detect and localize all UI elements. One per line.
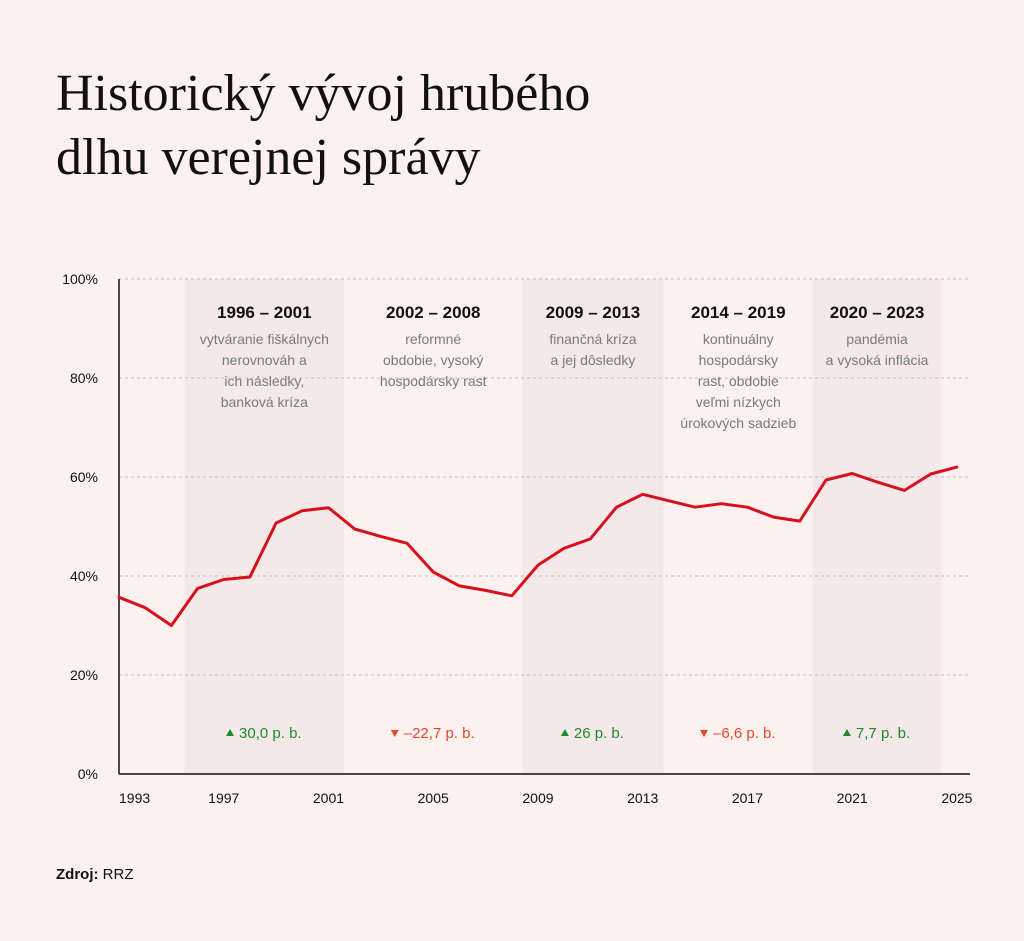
source-note: Zdroj: RRZ — [56, 866, 134, 883]
period-change-value: –6,6 p. b. — [713, 725, 776, 742]
period-description-line: obdobie, vysoký — [383, 352, 483, 368]
period-description-line: reformné — [405, 331, 461, 347]
period-description-line: ich následky, — [224, 373, 304, 389]
period-description-line: veľmi nízkych — [696, 394, 781, 410]
period-description-line: a jej dôsledky — [551, 352, 636, 368]
period-change-value: 26 p. b. — [574, 725, 624, 742]
y-tick-label: 80% — [70, 370, 98, 386]
source-label: Zdroj: — [56, 866, 99, 883]
period-description-line: hospodársky — [699, 352, 778, 368]
title-line-1: Historický vývoj hrubého — [56, 65, 591, 122]
arrow-up-icon — [226, 729, 235, 736]
source-value: RRZ — [102, 866, 134, 883]
period-title: 2002 – 2008 — [386, 303, 481, 322]
x-tick-label: 1997 — [208, 790, 239, 806]
period-description-line: rast, obdobie — [698, 373, 779, 389]
period-band-0 — [184, 279, 345, 774]
period-description-line: banková kríza — [221, 394, 308, 410]
x-tick-label: 2009 — [522, 790, 553, 806]
period-title: 2020 – 2023 — [830, 303, 925, 322]
debt-series-line — [117, 465, 959, 627]
arrow-up-icon — [842, 729, 851, 736]
period-band-2 — [522, 279, 664, 774]
y-tick-label: 0% — [78, 766, 98, 782]
period-description-line: hospodársky rast — [380, 373, 487, 389]
x-tick-label: 2021 — [837, 790, 868, 806]
y-tick-label: 100% — [62, 271, 98, 287]
x-tick-label: 1993 — [119, 790, 150, 806]
period-description-line: nerovnováh a — [222, 352, 307, 368]
arrow-up-icon — [560, 729, 569, 736]
period-description-line: kontinuálny — [703, 331, 774, 347]
title-line-2: dlhu verejnej správy — [56, 129, 481, 186]
y-tick-label: 60% — [70, 469, 98, 485]
y-tick-label: 40% — [70, 568, 98, 584]
x-tick-label: 2005 — [418, 790, 449, 806]
chart-title: Historický vývoj hrubého dlhu verejnej s… — [56, 62, 590, 190]
period-description-line: úrokových sadzieb — [680, 415, 796, 431]
period-title: 1996 – 2001 — [217, 303, 312, 322]
period-description-line: vytváranie fiškálnych — [200, 331, 329, 347]
period-change-value: –22,7 p. b. — [404, 725, 475, 742]
period-title: 2014 – 2019 — [691, 303, 786, 322]
period-description-line: pandémia — [846, 331, 908, 347]
arrow-down-icon — [390, 730, 399, 737]
period-band-4 — [812, 279, 942, 774]
period-change-value: 7,7 p. b. — [856, 725, 910, 742]
x-tick-label: 2013 — [627, 790, 658, 806]
arrow-down-icon — [699, 730, 708, 737]
period-title: 2009 – 2013 — [546, 303, 641, 322]
period-change-value: 30,0 p. b. — [239, 725, 302, 742]
x-tick-label: 2001 — [313, 790, 344, 806]
x-tick-label: 2025 — [941, 790, 972, 806]
period-description-line: finančná kríza — [549, 331, 636, 347]
x-tick-label: 2017 — [732, 790, 763, 806]
period-description-line: a vysoká inflácia — [826, 352, 929, 368]
y-tick-label: 20% — [70, 667, 98, 683]
